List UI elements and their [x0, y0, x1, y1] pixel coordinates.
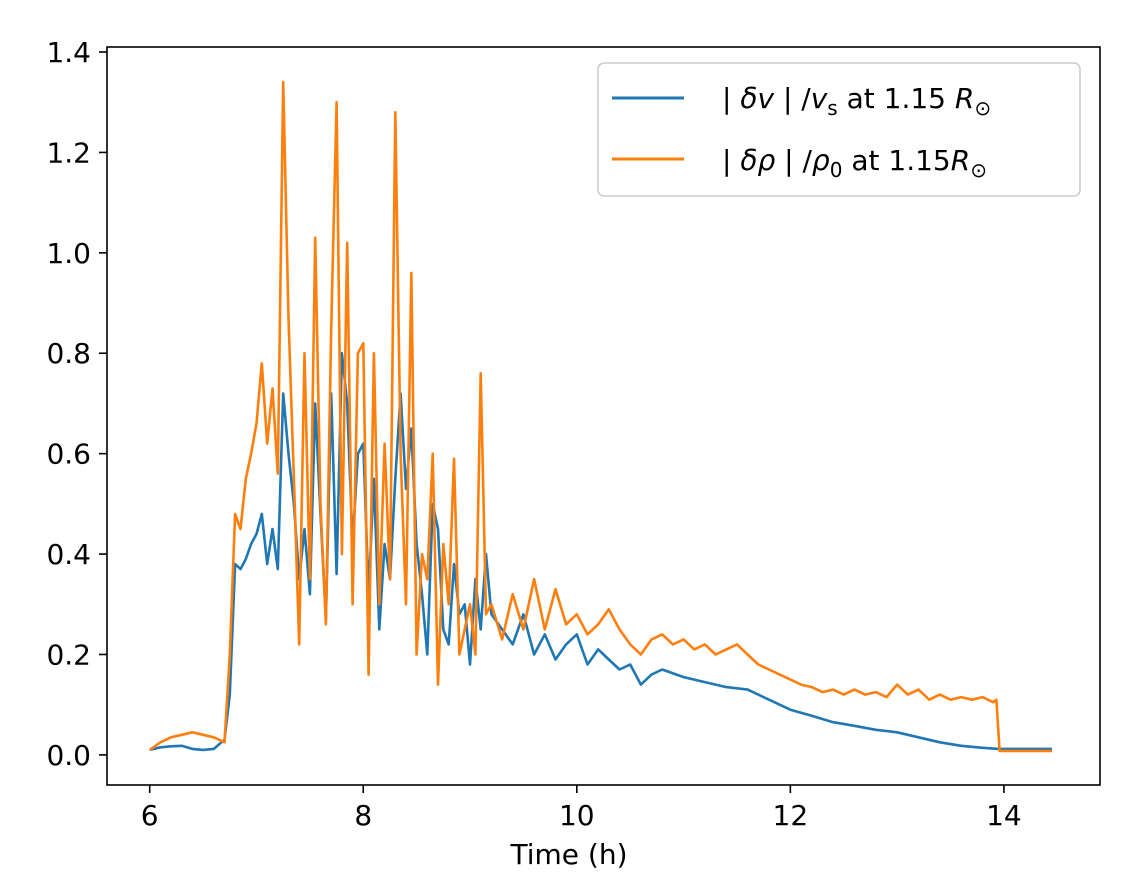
legend-text-part: δv — [740, 82, 774, 115]
y-axis: 0.0 0.2 0.4 0.6 0.8 1.0 1.2 1.4 — [46, 36, 107, 772]
plot-area — [148, 80, 1052, 753]
series-layer — [148, 80, 1052, 753]
legend-text-part: | / — [774, 82, 811, 115]
legend-text-part: at 1.15 — [842, 144, 950, 177]
legend-box — [597, 62, 1081, 197]
legend-text-part: δρ — [740, 144, 775, 177]
x-axis-label: Time (h) — [509, 838, 627, 871]
x-tick-label: 10 — [559, 799, 595, 832]
legend-text-part: | — [722, 82, 740, 115]
legend-text-part: ⊙ — [974, 96, 991, 120]
y-tick-label: 1.4 — [46, 36, 91, 69]
y-tick-label: 1.0 — [46, 237, 91, 270]
y-tick-label: 0.0 — [46, 739, 91, 772]
legend-text-part: ⊙ — [970, 158, 987, 182]
legend-entry-velocity: | δv | /vs at 1.15 R⊙ — [722, 82, 991, 120]
legend-text-part: s — [827, 96, 837, 120]
series-line-density — [148, 80, 1052, 753]
legend-text-part: at 1.15 — [838, 82, 955, 115]
y-tick-label: 0.2 — [46, 638, 91, 671]
legend-text-part: ρ — [812, 144, 830, 177]
x-tick-label: 6 — [141, 799, 159, 832]
x-axis: 6 8 10 12 14 — [141, 785, 1022, 832]
x-tick-label: 12 — [773, 799, 809, 832]
y-tick-label: 0.4 — [46, 538, 91, 571]
y-tick-label: 0.8 — [46, 337, 91, 370]
y-tick-label: 1.2 — [46, 136, 91, 169]
legend-text-part: 0 — [830, 158, 843, 182]
x-tick-label: 8 — [354, 799, 372, 832]
legend: | δv | /vs at 1.15 R⊙ | δρ | /ρ0 at 1.15… — [597, 62, 1081, 197]
legend-text-part: | / — [775, 144, 812, 177]
plot-frame — [106, 46, 1101, 786]
y-tick-label: 0.6 — [46, 438, 91, 471]
legend-text-part: R — [951, 144, 970, 177]
legend-text-part: v — [811, 82, 828, 115]
legend-text-part: R — [955, 82, 974, 115]
legend-text-part: | — [722, 144, 740, 177]
legend-entry-density: | δρ | /ρ0 at 1.15R⊙ — [722, 144, 987, 182]
x-tick-label: 14 — [986, 799, 1022, 832]
